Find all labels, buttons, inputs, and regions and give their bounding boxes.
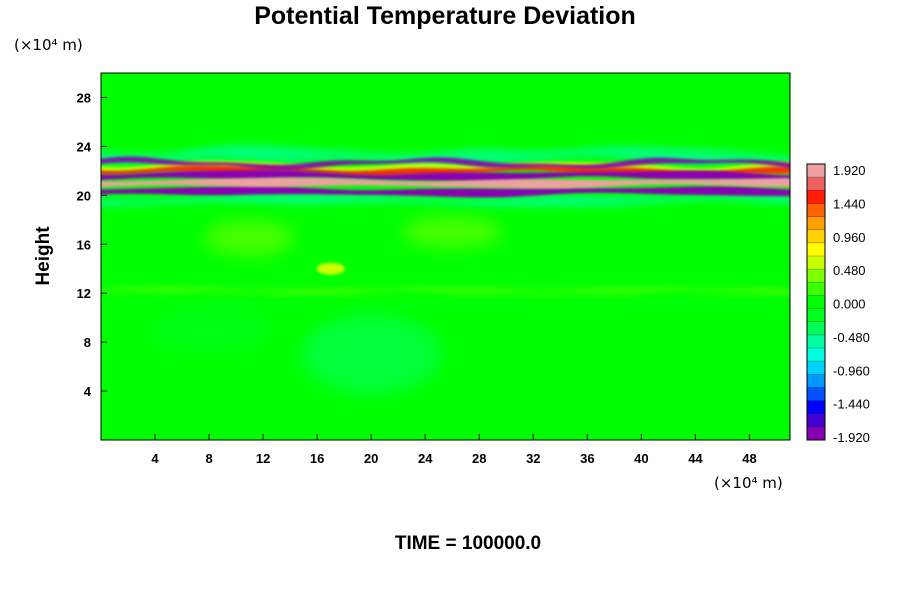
x-tick-label: 40 [634, 451, 648, 466]
patch-yellow-1 [204, 220, 295, 257]
colorbar-tick-label: 1.920 [833, 163, 866, 178]
colorbar-segment [807, 426, 825, 441]
colorbar-segment [807, 387, 825, 401]
colorbar-segment [807, 190, 825, 204]
colorbar-tick-label: 0.960 [833, 230, 866, 245]
x-ticks: 4 8 12 16 20 24 28 32 36 40 44 48 [151, 434, 757, 466]
y-tick-label: 28 [77, 90, 91, 105]
y-tick-label: 16 [77, 237, 91, 252]
x-tick-label: 4 [151, 451, 159, 466]
band-pink [101, 177, 790, 189]
x-tick-label: 36 [580, 451, 594, 466]
colorbar-segment [807, 256, 825, 270]
colorbar-tick-label: -0.960 [833, 363, 870, 378]
y-tick-label: 4 [84, 384, 92, 399]
x-tick-label: 28 [472, 451, 486, 466]
colorbar-tick-label: -1.440 [833, 397, 870, 412]
colorbar-segment [807, 348, 825, 362]
colorbar-segment [807, 203, 825, 217]
colorbar-frame [806, 163, 826, 441]
x-tick-label: 44 [688, 451, 703, 466]
y-tick-label: 24 [77, 139, 92, 154]
y-tick-label: 20 [77, 188, 91, 203]
y-tick-label: 12 [77, 286, 91, 301]
colorbar-segment [807, 242, 825, 257]
patch-yellow-3 [316, 262, 345, 275]
streak-yellow [101, 287, 790, 294]
streak-cyan-11 [101, 302, 790, 308]
x-tick-label: 8 [205, 451, 212, 466]
colorbar-segment [807, 295, 825, 309]
colorbar-segment [807, 361, 825, 375]
band-cyan-below [101, 193, 790, 207]
x-axis-unit: (×10⁴ m) [714, 474, 783, 492]
colorbar-segment [807, 334, 825, 349]
colorbar-segment [807, 374, 825, 388]
colorbar-tick-label: 0.480 [833, 263, 866, 278]
colorbar-segment [807, 400, 825, 415]
band-lower-purple [101, 185, 790, 198]
colorbar-segment [807, 308, 825, 323]
x-tick-label: 12 [256, 451, 270, 466]
y-axis-label: Height [33, 226, 54, 286]
band-high-purple [101, 156, 790, 171]
colorbar-segment [807, 413, 825, 428]
colorbar-tick-label: 1.440 [833, 196, 866, 211]
x-tick-label: 24 [418, 451, 433, 466]
patch-cyan-2 [149, 307, 270, 352]
x-tick-label: 16 [310, 451, 324, 466]
y-ticks: 4 8 12 16 20 24 28 [77, 90, 107, 399]
colorbar-segment [807, 321, 825, 336]
colorbar [806, 163, 826, 441]
x-tick-label: 20 [364, 451, 378, 466]
field-background [101, 73, 790, 440]
chart-title: Potential Temperature Deviation [254, 2, 636, 30]
time-label: TIME = 100000.0 [395, 533, 541, 554]
field-features [101, 144, 790, 395]
y-tick-label: 8 [84, 335, 91, 350]
colorbar-labels: 1.920 1.440 0.960 0.480 0.000 -0.480 -0.960 -1.… [833, 163, 870, 445]
colorbar-tick-label: -1.920 [833, 430, 870, 445]
x-tick-label: 48 [742, 451, 756, 466]
band-cyan-above [101, 144, 790, 167]
patch-yellow-2 [402, 216, 503, 249]
colorbar-tick-label: 0.000 [833, 297, 866, 312]
x-tick-label: 32 [526, 451, 540, 466]
plot-area [101, 73, 790, 440]
band-upper-purple [101, 170, 790, 182]
colorbar-segment [807, 229, 825, 244]
plot-frame [100, 72, 791, 441]
colorbar-segment [807, 282, 825, 296]
colorbar-tick-label: -0.480 [833, 330, 870, 345]
colorbar-segment [807, 216, 825, 231]
patch-cyan [301, 314, 442, 395]
colorbar-segment [807, 177, 825, 191]
colorbar-segment [807, 164, 825, 178]
y-axis-unit: (×10⁴ m) [14, 36, 83, 54]
colorbar-segment [807, 269, 825, 283]
